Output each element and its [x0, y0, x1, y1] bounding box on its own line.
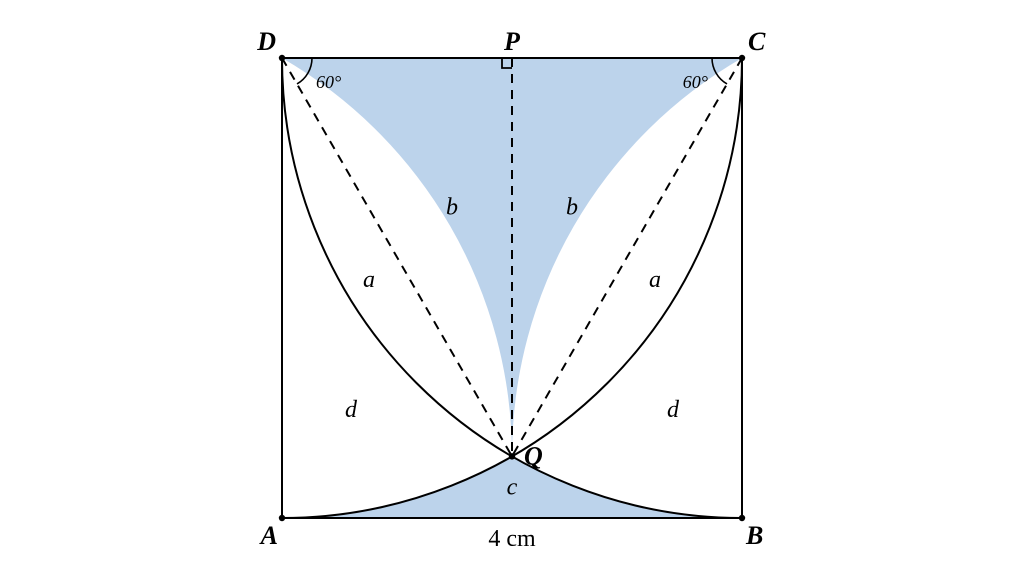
point-dot-D — [279, 55, 285, 61]
region-a-left: a — [363, 267, 375, 293]
angle-D: 60° — [316, 72, 341, 92]
region-c: c — [507, 474, 518, 500]
label-A: A — [259, 521, 278, 550]
point-dot-Q — [509, 453, 515, 459]
point-dot-C — [739, 55, 745, 61]
label-B: B — [745, 521, 763, 550]
point-dot-B — [739, 515, 745, 521]
region-d-right: d — [667, 397, 680, 423]
region-b-left: b — [446, 194, 458, 220]
label-C: C — [748, 27, 766, 56]
label-D: D — [256, 27, 276, 56]
label-Q: Q — [524, 441, 543, 470]
region-a-right: a — [649, 267, 661, 293]
region-b-right: b — [566, 194, 578, 220]
angle-C: 60° — [683, 72, 708, 92]
geometry-diagram: D C P A B Q 60° 60° a a b b c d d 4 cm — [0, 0, 1024, 576]
label-P: P — [503, 27, 521, 56]
measure-AB: 4 cm — [488, 526, 536, 552]
point-dot-A — [279, 515, 285, 521]
region-d-left: d — [345, 397, 358, 423]
